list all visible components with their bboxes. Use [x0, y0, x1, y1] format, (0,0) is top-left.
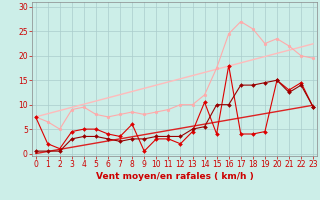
X-axis label: Vent moyen/en rafales ( km/h ): Vent moyen/en rafales ( km/h ) [96, 172, 253, 181]
